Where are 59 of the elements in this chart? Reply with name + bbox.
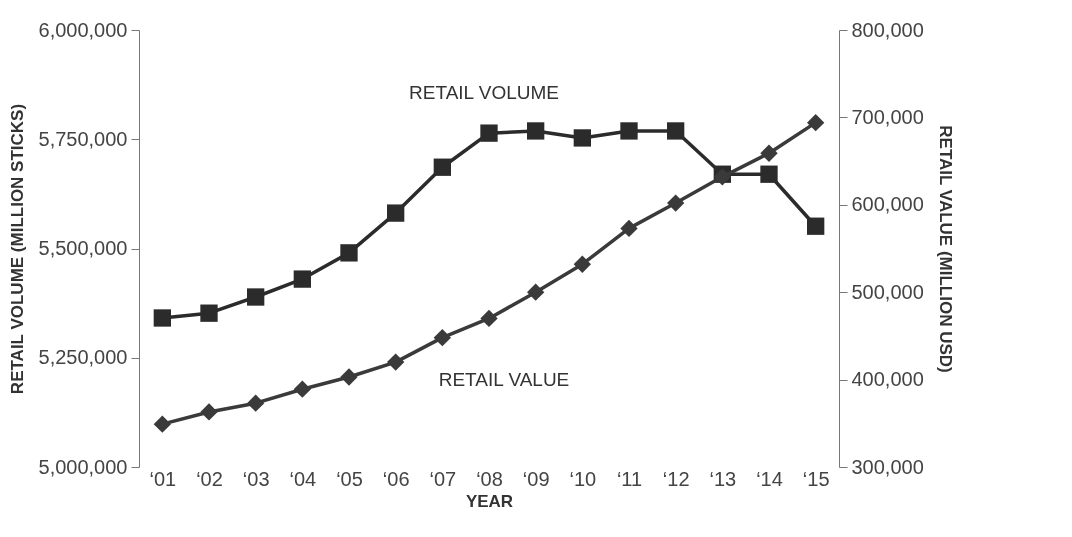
y2-tick-label: 700,000 <box>851 105 924 128</box>
point <box>760 144 778 162</box>
point <box>340 244 358 262</box>
point <box>247 288 265 306</box>
point <box>387 204 405 222</box>
point <box>527 283 545 301</box>
x-tick-label: ‘02 <box>196 467 223 490</box>
x-tick-label: ‘07 <box>429 467 457 490</box>
y-tick-label: 5,750,000 <box>38 127 128 150</box>
y-tick-label: 6,000,000 <box>38 18 128 41</box>
point <box>340 368 358 386</box>
point <box>620 122 638 140</box>
x-tick-label: ‘13 <box>709 467 737 490</box>
series-label: RETAIL VALUE <box>438 369 570 391</box>
y-tick-label: 5,500,000 <box>38 237 128 259</box>
point <box>573 129 591 147</box>
x-tick-label: ‘09 <box>522 467 550 490</box>
x-tick-label: ‘06 <box>382 467 410 490</box>
point <box>153 309 171 327</box>
point <box>760 165 778 183</box>
point <box>573 255 591 273</box>
point <box>153 415 171 433</box>
point <box>480 309 498 328</box>
x-tick-label: ‘03 <box>242 467 270 490</box>
y2-tick-label: 300,000 <box>851 455 924 478</box>
y2-tick-label: 800,000 <box>851 18 924 41</box>
y-axis-title: RETAIL VOLUME (MILLION STICKS) <box>7 103 27 395</box>
x-tick-label: ‘14 <box>756 467 783 490</box>
point <box>387 353 405 371</box>
series-label: RETAIL VOLUME <box>409 82 559 104</box>
x-tick-label: ‘05 <box>336 467 363 490</box>
x-tick-label: ‘12 <box>662 467 690 490</box>
y-tick-label: 5,000,000 <box>38 455 128 478</box>
x-tick-label: ‘10 <box>569 467 597 490</box>
y2-tick-label: 500,000 <box>851 280 924 303</box>
y2-tick-label: 600,000 <box>851 193 924 216</box>
point <box>527 122 545 140</box>
x-axis-title: YEAR <box>465 491 514 511</box>
point <box>433 158 451 176</box>
x-tick-label: ‘11 <box>616 467 643 490</box>
point <box>293 380 311 398</box>
point <box>807 217 825 235</box>
x-tick-label: ‘15 <box>802 467 830 490</box>
point <box>200 403 218 421</box>
point <box>667 194 685 212</box>
point <box>620 219 638 238</box>
point <box>293 270 311 288</box>
point <box>807 113 825 132</box>
y2-axis-title: RETAIL VALUE (MILLION USD) <box>935 125 955 373</box>
point <box>433 328 451 347</box>
point <box>667 122 685 140</box>
point <box>200 304 218 322</box>
point <box>247 394 265 412</box>
x-tick-label: ‘04 <box>289 467 317 490</box>
point <box>480 124 498 142</box>
x-tick-label: ‘08 <box>476 467 503 490</box>
y2-tick-label: 400,000 <box>851 368 924 391</box>
y-tick-label: 5,250,000 <box>38 346 128 369</box>
x-tick-label: ‘01 <box>149 467 177 490</box>
